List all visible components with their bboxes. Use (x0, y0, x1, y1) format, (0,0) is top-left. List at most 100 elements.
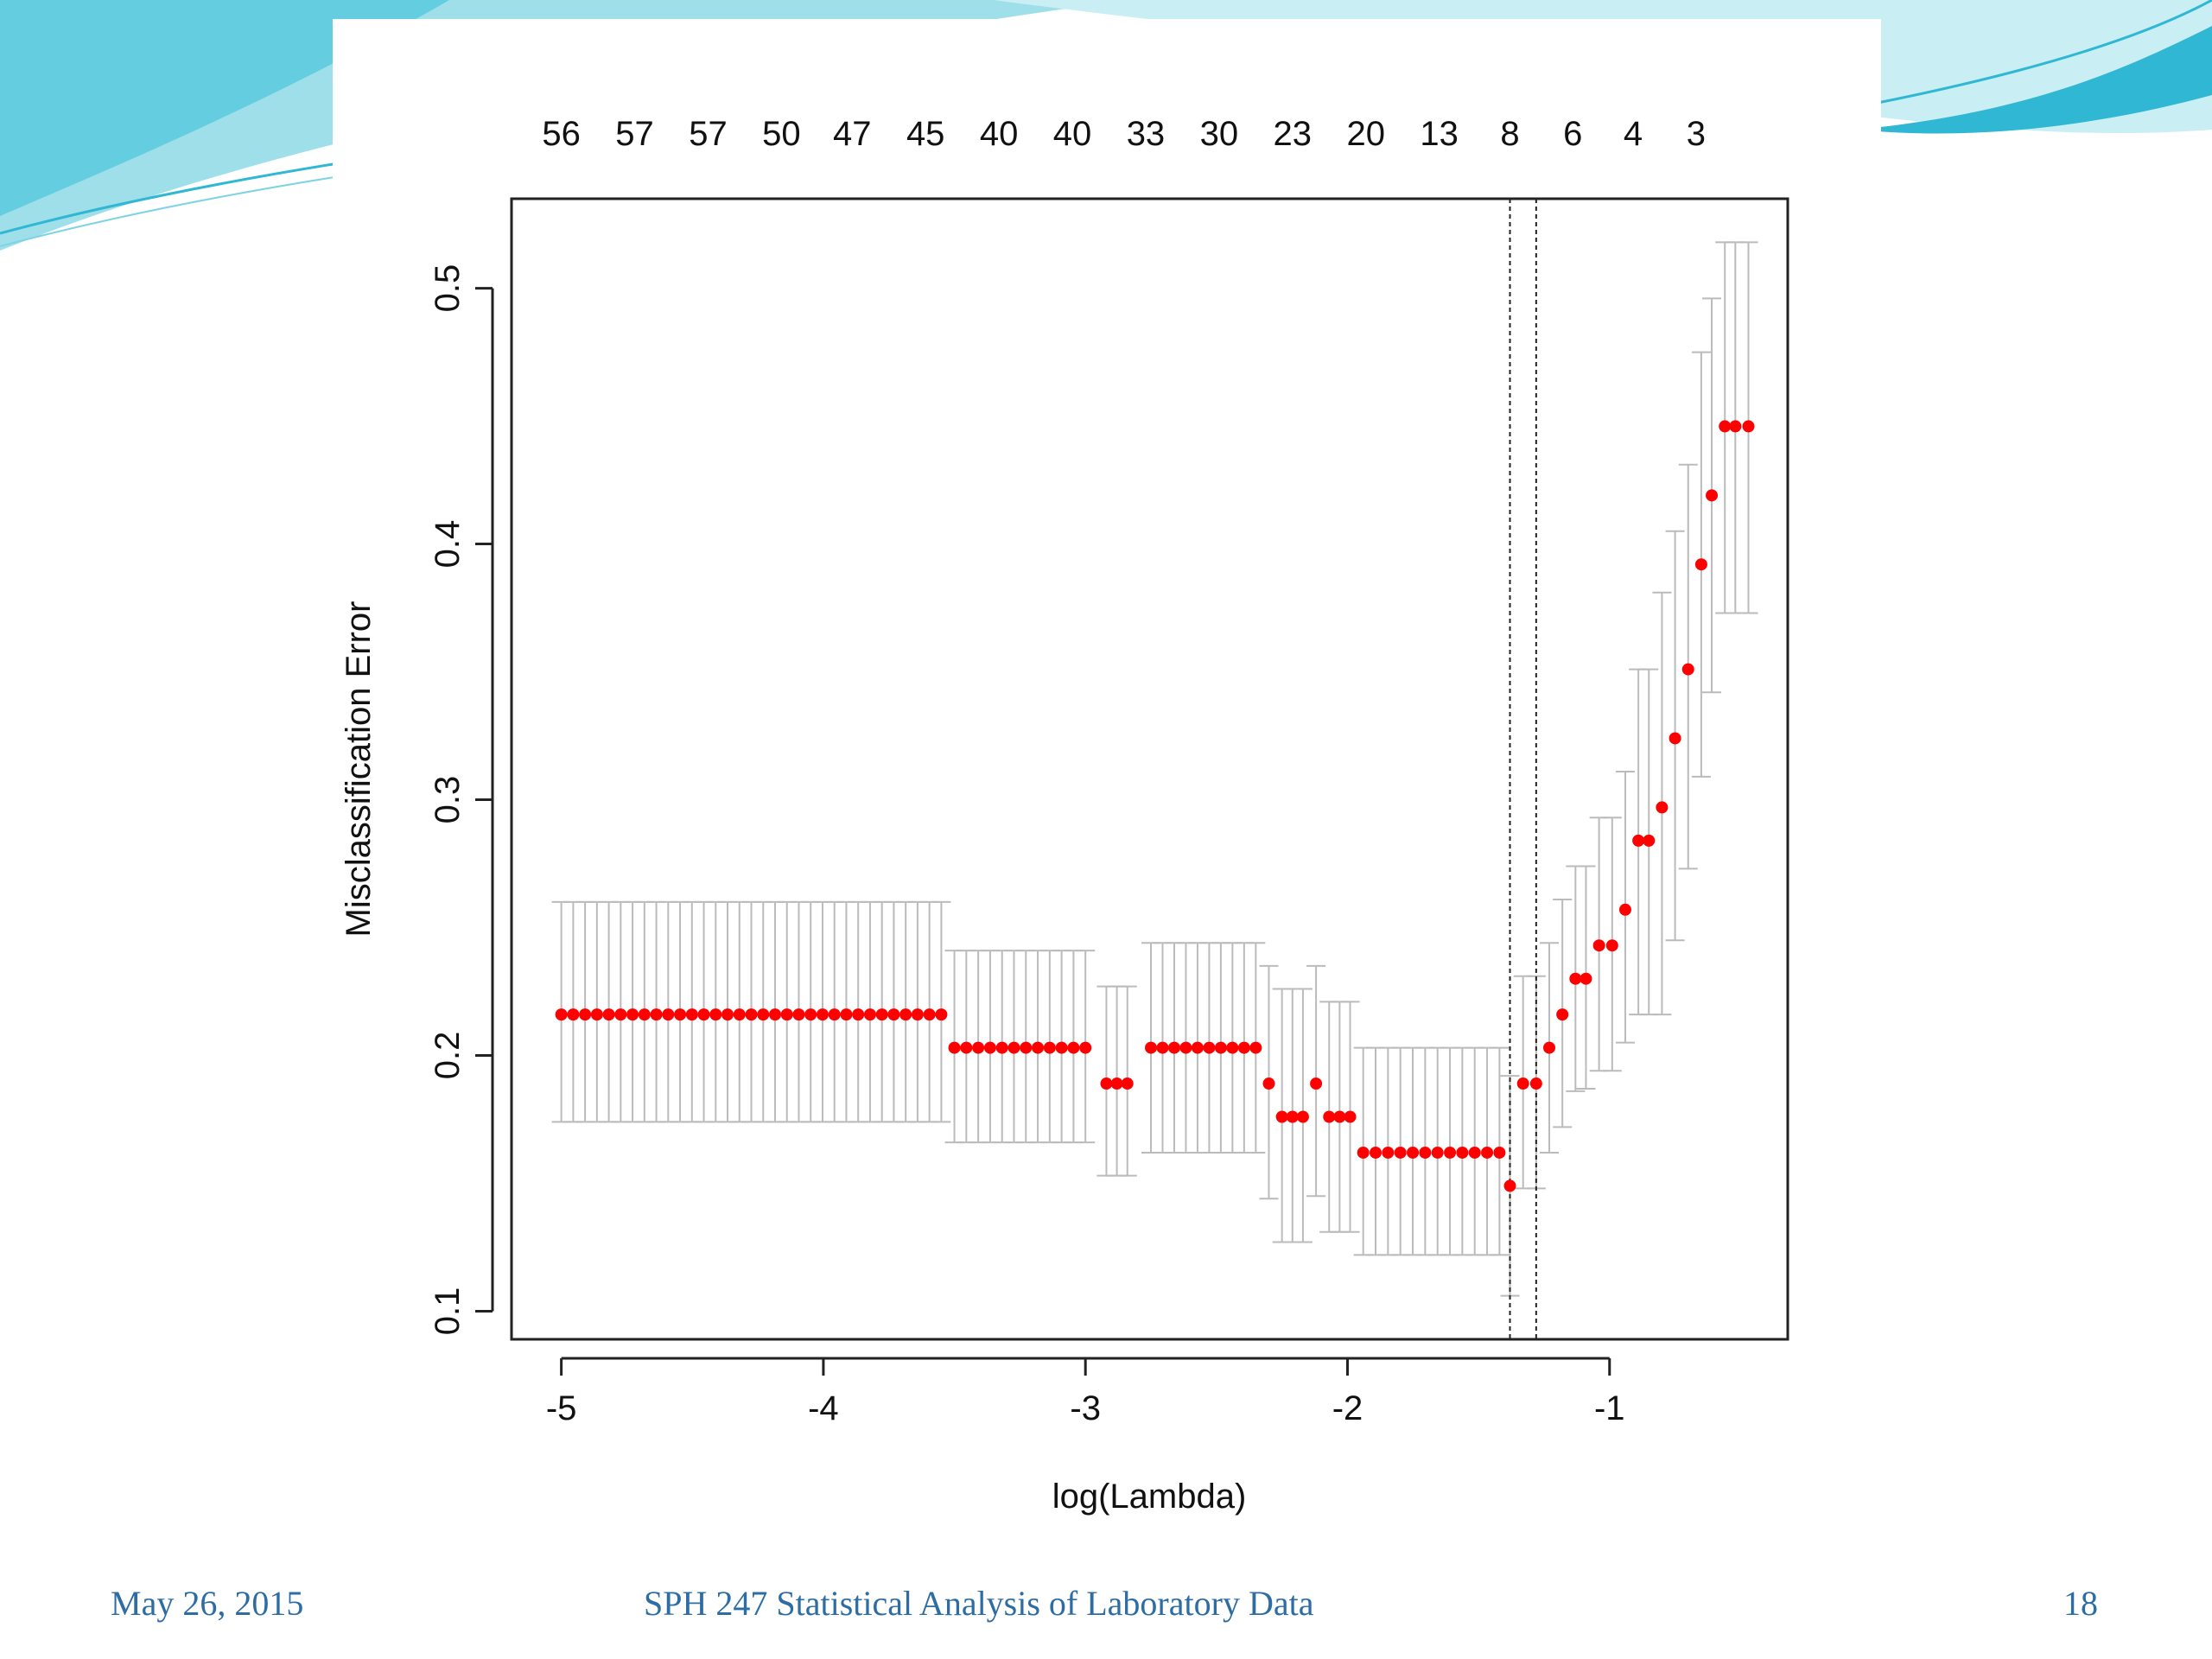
cv-error-point (768, 1008, 781, 1021)
top-axis-label: 23 (1274, 115, 1313, 153)
cv-error-point (863, 1008, 876, 1021)
y-tick-label: 0.5 (429, 264, 467, 313)
cv-error-point (1516, 1077, 1529, 1090)
cv-error-point (1100, 1077, 1113, 1090)
top-axis-labels: 56 57 57 50 47 45 40 40 33 30 23 20 13 8 6 4 3 (542, 115, 1706, 153)
cv-error-point (911, 1008, 924, 1021)
cv-error-point (875, 1008, 888, 1021)
top-axis-label: 20 (1346, 115, 1385, 153)
cv-error-point (626, 1008, 639, 1021)
cv-error-point (995, 1041, 1008, 1054)
cv-error-point (1656, 801, 1669, 814)
cv-error-point (745, 1008, 758, 1021)
cv-error-point (1179, 1041, 1192, 1054)
cv-error-point (1191, 1041, 1204, 1054)
top-axis-label: 8 (1500, 115, 1519, 153)
cv-error-point (983, 1041, 996, 1054)
page-number: 18 (2063, 1584, 2098, 1623)
cv-error-point (1493, 1146, 1506, 1159)
cv-error-point (1156, 1041, 1169, 1054)
x-axis-label: log(Lambda) (1052, 1478, 1247, 1516)
cv-error-point (1419, 1146, 1432, 1159)
cv-error-point (852, 1008, 865, 1021)
y-tick-label: 0.2 (429, 1032, 467, 1080)
cv-error-point (650, 1008, 663, 1021)
cv-error-point (1249, 1041, 1262, 1054)
cv-error-point (1580, 972, 1592, 985)
cv-error-point (1214, 1041, 1227, 1054)
top-axis-label: 6 (1563, 115, 1582, 153)
point-layer (555, 420, 1755, 1192)
top-axis-label: 40 (980, 115, 1019, 153)
cv-error-point (1742, 420, 1755, 433)
cv-error-point (816, 1008, 829, 1021)
top-axis-label: 13 (1420, 115, 1459, 153)
cv-error-point (1605, 939, 1618, 952)
x-tick-label: -5 (546, 1389, 577, 1427)
cv-error-point (1456, 1146, 1469, 1159)
cv-error-point (972, 1041, 985, 1054)
cv-error-point (567, 1008, 580, 1021)
y-tick-label: 0.3 (429, 776, 467, 824)
top-axis-label: 50 (762, 115, 801, 153)
cv-error-point (1632, 834, 1645, 847)
cv-error-point (709, 1008, 722, 1021)
cv-error-point (1694, 558, 1707, 571)
cv-error-point (602, 1008, 615, 1021)
cv-error-point (1592, 939, 1605, 952)
top-axis-label: 33 (1127, 115, 1166, 153)
cv-error-point (792, 1008, 805, 1021)
cv-error-point (935, 1008, 948, 1021)
cv-error-point (1262, 1077, 1275, 1090)
cv-error-point (1121, 1077, 1134, 1090)
top-axis-label: 40 (1053, 115, 1092, 153)
cv-error-point (674, 1008, 687, 1021)
y-tick-label: 0.4 (429, 520, 467, 569)
cv-error-point (1618, 903, 1631, 916)
cv-error-point (780, 1008, 793, 1021)
x-tick-label: -1 (1594, 1389, 1625, 1427)
cv-error-point (1370, 1146, 1382, 1159)
cv-error-point (1296, 1110, 1309, 1123)
cv-error-point (1110, 1077, 1123, 1090)
x-axis: -5 -4 -3 -2 -1 (546, 1357, 1625, 1427)
cv-error-point (1323, 1110, 1336, 1123)
y-tick-label: 0.1 (429, 1287, 467, 1336)
cv-error-point (1719, 420, 1732, 433)
x-tick-label: -3 (1070, 1389, 1101, 1427)
cv-error-point (887, 1008, 900, 1021)
cv-error-point (1167, 1041, 1180, 1054)
cv-error-point (1055, 1041, 1068, 1054)
cv-error-point (1543, 1041, 1556, 1054)
cv-error-point (1203, 1041, 1216, 1054)
cv-error-point (1643, 834, 1656, 847)
cv-error-point (1043, 1041, 1056, 1054)
cv-error-point (614, 1008, 627, 1021)
plot-panel (333, 19, 1881, 1557)
top-axis-label: 3 (1687, 115, 1706, 153)
top-axis-label: 47 (833, 115, 872, 153)
y-axis: 0.1 0.2 0.3 0.4 0.5 (429, 264, 494, 1336)
cv-error-point (1067, 1041, 1080, 1054)
cv-error-point (1286, 1110, 1299, 1123)
x-tick-label: -4 (808, 1389, 839, 1427)
cv-error-point (685, 1008, 698, 1021)
cv-error-point (1503, 1179, 1516, 1192)
footer-date: May 26, 2015 (111, 1584, 304, 1623)
cv-error-point (1020, 1041, 1033, 1054)
cv-error-point (1382, 1146, 1395, 1159)
cv-error-point (804, 1008, 817, 1021)
cv-error-point (1444, 1146, 1457, 1159)
cv-error-point (1007, 1041, 1020, 1054)
cv-error-point (1310, 1077, 1323, 1090)
cv-error-point (1431, 1146, 1444, 1159)
cv-error-point (1394, 1146, 1407, 1159)
top-axis-label: 45 (906, 115, 945, 153)
top-axis-label: 4 (1624, 115, 1643, 153)
cv-error-point (1481, 1146, 1494, 1159)
cv-error-point (840, 1008, 853, 1021)
cv-error-point (757, 1008, 770, 1021)
cv-error-point (721, 1008, 734, 1021)
cv-error-point (1145, 1041, 1158, 1054)
